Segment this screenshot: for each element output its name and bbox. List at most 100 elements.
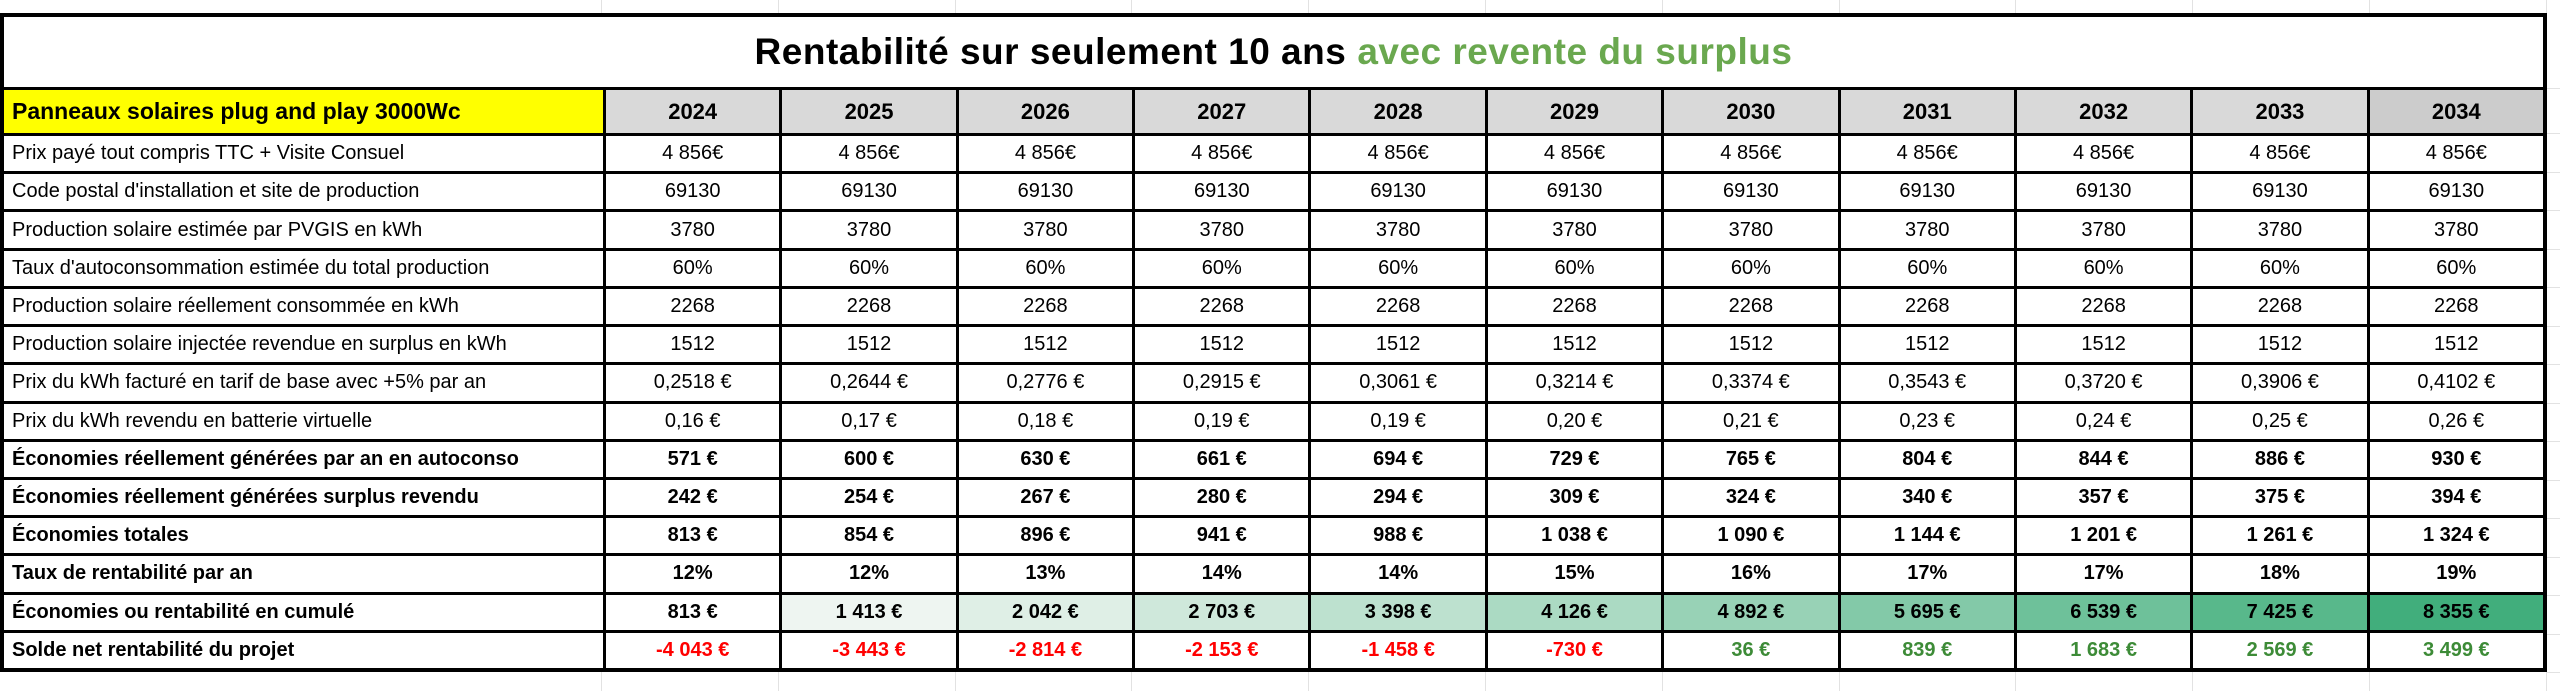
table-cell[interactable]: 2 703 €: [1135, 594, 1309, 630]
table-cell[interactable]: 36 €: [1664, 632, 1838, 668]
table-cell[interactable]: 4 856€: [2016, 136, 2191, 172]
table-cell[interactable]: 2 042 €: [958, 594, 1133, 630]
table-cell[interactable]: 280 €: [1135, 479, 1309, 516]
year-header[interactable]: 2034: [2369, 90, 2543, 133]
row-label[interactable]: Production solaire réellement consommée …: [4, 288, 603, 325]
table-cell[interactable]: 4 856€: [2193, 136, 2367, 172]
table-cell[interactable]: 375 €: [2193, 479, 2367, 516]
table-cell[interactable]: 3780: [606, 212, 780, 248]
table-cell[interactable]: 15%: [1487, 556, 1662, 592]
table-cell[interactable]: 600 €: [782, 441, 956, 477]
table-cell[interactable]: 6 539 €: [2016, 594, 2191, 630]
table-cell[interactable]: 4 856€: [958, 136, 1133, 172]
year-header[interactable]: 2032: [2016, 90, 2191, 133]
year-header[interactable]: 2031: [1840, 90, 2014, 133]
table-cell[interactable]: 0,17 €: [782, 403, 956, 439]
table-cell[interactable]: 2268: [1135, 288, 1309, 325]
year-header[interactable]: 2033: [2193, 90, 2367, 133]
row-label[interactable]: Économies ou rentabilité en cumulé: [4, 594, 603, 630]
table-cell[interactable]: 1512: [2193, 327, 2367, 363]
row-label[interactable]: Prix du kWh revendu en batterie virtuell…: [4, 403, 603, 439]
table-cell[interactable]: 60%: [1135, 250, 1309, 286]
table-cell[interactable]: -730 €: [1487, 632, 1662, 668]
table-cell[interactable]: 4 856€: [1311, 136, 1485, 172]
table-cell[interactable]: 2268: [2016, 288, 2191, 325]
year-header[interactable]: 2026: [958, 90, 1133, 133]
table-cell[interactable]: 0,20 €: [1487, 403, 1662, 439]
table-cell[interactable]: 1512: [1311, 327, 1485, 363]
table-cell[interactable]: 3780: [958, 212, 1133, 248]
table-cell[interactable]: 69130: [1840, 174, 2014, 210]
table-cell[interactable]: 69130: [782, 174, 956, 210]
table-cell[interactable]: 394 €: [2369, 479, 2543, 516]
table-cell[interactable]: 4 856€: [782, 136, 956, 172]
table-cell[interactable]: 930 €: [2369, 441, 2543, 477]
table-cell[interactable]: 896 €: [958, 518, 1133, 554]
table-cell[interactable]: 0,2518 €: [606, 365, 780, 401]
table-cell[interactable]: 0,4102 €: [2369, 365, 2543, 401]
table-cell[interactable]: 2268: [782, 288, 956, 325]
table-cell[interactable]: 14%: [1311, 556, 1485, 592]
table-cell[interactable]: 0,2644 €: [782, 365, 956, 401]
table-cell[interactable]: 69130: [1135, 174, 1309, 210]
table-cell[interactable]: 1 683 €: [2016, 632, 2191, 668]
table-cell[interactable]: 0,3061 €: [1311, 365, 1485, 401]
table-cell[interactable]: 2268: [1487, 288, 1662, 325]
table-cell[interactable]: 1 090 €: [1664, 518, 1838, 554]
table-cell[interactable]: 765 €: [1664, 441, 1838, 477]
row-label[interactable]: Production solaire injectée revendue en …: [4, 327, 603, 363]
table-cell[interactable]: 0,18 €: [958, 403, 1133, 439]
year-header[interactable]: 2030: [1664, 90, 1838, 133]
table-header-label[interactable]: Panneaux solaires plug and play 3000Wc: [4, 90, 603, 133]
table-cell[interactable]: 1 201 €: [2016, 518, 2191, 554]
table-cell[interactable]: 12%: [782, 556, 956, 592]
table-cell[interactable]: 60%: [606, 250, 780, 286]
year-header[interactable]: 2028: [1311, 90, 1485, 133]
table-cell[interactable]: 3780: [1311, 212, 1485, 248]
row-label[interactable]: Prix du kWh facturé en tarif de base ave…: [4, 365, 603, 401]
table-cell[interactable]: 0,26 €: [2369, 403, 2543, 439]
table-cell[interactable]: 941 €: [1135, 518, 1309, 554]
table-cell[interactable]: 3780: [2016, 212, 2191, 248]
table-cell[interactable]: 571 €: [606, 441, 780, 477]
table-cell[interactable]: 813 €: [606, 594, 780, 630]
row-label[interactable]: Économies totales: [4, 518, 603, 554]
table-cell[interactable]: 340 €: [1840, 479, 2014, 516]
table-cell[interactable]: 3 499 €: [2369, 632, 2543, 668]
table-cell[interactable]: 4 856€: [1664, 136, 1838, 172]
table-cell[interactable]: 1512: [1135, 327, 1309, 363]
table-cell[interactable]: 69130: [1664, 174, 1838, 210]
table-cell[interactable]: 4 126 €: [1487, 594, 1662, 630]
table-cell[interactable]: 69130: [2369, 174, 2543, 210]
table-cell[interactable]: -3 443 €: [782, 632, 956, 668]
table-cell[interactable]: 12%: [606, 556, 780, 592]
table-cell[interactable]: 0,2915 €: [1135, 365, 1309, 401]
year-header[interactable]: 2029: [1487, 90, 1662, 133]
table-cell[interactable]: 0,25 €: [2193, 403, 2367, 439]
table-cell[interactable]: 309 €: [1487, 479, 1662, 516]
table-cell[interactable]: 0,21 €: [1664, 403, 1838, 439]
table-cell[interactable]: 630 €: [958, 441, 1133, 477]
year-header[interactable]: 2025: [782, 90, 956, 133]
table-cell[interactable]: 1512: [2016, 327, 2191, 363]
table-cell[interactable]: 69130: [606, 174, 780, 210]
table-cell[interactable]: 254 €: [782, 479, 956, 516]
table-cell[interactable]: 2268: [2193, 288, 2367, 325]
table-cell[interactable]: 694 €: [1311, 441, 1485, 477]
table-cell[interactable]: 1512: [1487, 327, 1662, 363]
table-cell[interactable]: 324 €: [1664, 479, 1838, 516]
table-cell[interactable]: 1 038 €: [1487, 518, 1662, 554]
table-cell[interactable]: 0,3720 €: [2016, 365, 2191, 401]
year-header[interactable]: 2024: [606, 90, 780, 133]
table-cell[interactable]: 69130: [958, 174, 1133, 210]
table-cell[interactable]: 19%: [2369, 556, 2543, 592]
table-cell[interactable]: 0,2776 €: [958, 365, 1133, 401]
table-cell[interactable]: 16%: [1664, 556, 1838, 592]
table-cell[interactable]: 357 €: [2016, 479, 2191, 516]
table-cell[interactable]: 729 €: [1487, 441, 1662, 477]
table-cell[interactable]: 854 €: [782, 518, 956, 554]
table-cell[interactable]: 7 425 €: [2193, 594, 2367, 630]
table-cell[interactable]: 69130: [2016, 174, 2191, 210]
table-cell[interactable]: 60%: [2369, 250, 2543, 286]
table-cell[interactable]: 4 856€: [2369, 136, 2543, 172]
